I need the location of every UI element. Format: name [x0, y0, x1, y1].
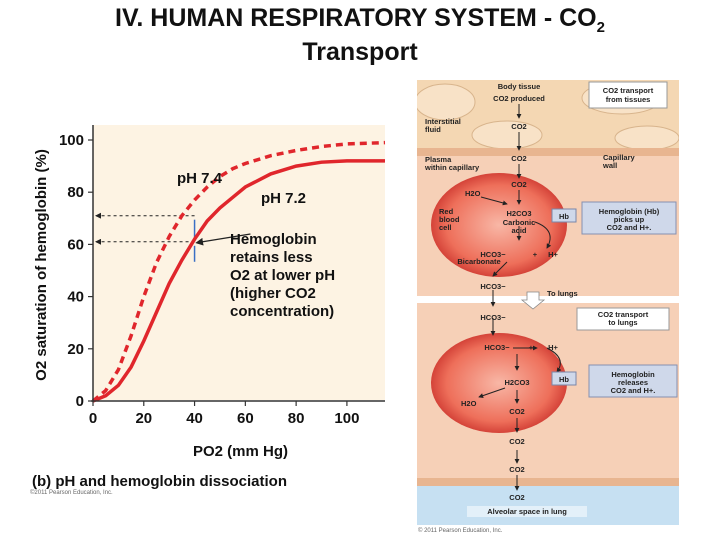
curve-ph72 — [92, 159, 385, 403]
co2-label: CO2 — [509, 465, 524, 474]
alveolar-area — [417, 486, 679, 525]
y-tick-label: 40 — [67, 289, 84, 306]
annotation-arrow — [195, 233, 251, 246]
red-blood-cell-upper — [431, 173, 567, 277]
callout-hb-releases: releases — [618, 378, 648, 387]
y-tick-label: 20 — [67, 341, 84, 358]
plus-label: + — [529, 343, 534, 352]
callout-transport-to-lungs: to lungs — [608, 318, 637, 327]
x-tick-label: 0 — [89, 410, 97, 427]
y-tick-label: 0 — [76, 393, 84, 410]
hb-label: Hb — [559, 212, 569, 221]
series-label-ph74: pH 7.4 — [177, 170, 223, 187]
y-tick-label: 60 — [67, 236, 84, 253]
y-axis-label: O2 saturation of hemoglobin (%) — [33, 149, 50, 381]
capillary-wall-bottom — [417, 478, 679, 486]
section-divider — [417, 296, 679, 303]
hb-box-lower — [551, 371, 577, 386]
co2-transport-diagram: Body tissue CO2 produced Interstitialfluid… — [417, 80, 679, 525]
diagram-copyright: © 2011 Pearson Education, Inc. — [418, 528, 503, 534]
annotation-line: retains less — [230, 249, 313, 266]
x-axis-label: PO2 (mm Hg) — [193, 443, 288, 460]
x-tick-label: 100 — [334, 410, 359, 427]
x-tick-label: 20 — [135, 410, 152, 427]
h-plus-label: H+ — [548, 250, 558, 259]
plot-background — [93, 125, 385, 400]
callout-transport-from-tissues: from tissues — [606, 95, 651, 104]
annotation-line: concentration) — [230, 303, 334, 320]
callout-box — [581, 201, 677, 235]
capillary-wall-top — [417, 148, 679, 156]
down-arrow-icon — [520, 291, 546, 310]
plasma-label: within capillary — [424, 163, 480, 172]
hco3-label: HCO3− — [484, 343, 510, 352]
bicarbonate-label: Bicarbonate — [457, 257, 500, 266]
red-blood-cell-label: Red — [439, 207, 454, 216]
plasma-label: Plasma — [425, 155, 452, 164]
curve-ph74 — [91, 140, 386, 403]
carbonic-acid-label: acid — [511, 226, 526, 235]
h2o-label: H2O — [465, 189, 481, 198]
x-tick-label: 40 — [186, 410, 203, 427]
co2-label: CO2 — [511, 180, 526, 189]
body-tissue-label: Body tissue — [498, 82, 541, 91]
page-title-line1: IV. HUMAN RESPIRATORY SYSTEM - CO2 — [115, 4, 605, 36]
annotation-line: (higher CO2 — [230, 285, 316, 302]
carbonic-acid-label: Carbonic — [503, 218, 536, 227]
x-tick-label: 80 — [288, 410, 305, 427]
hco3-label: HCO3− — [480, 250, 506, 259]
interstitial-fluid-label: fluid — [425, 125, 441, 134]
plus-label: + — [533, 250, 538, 259]
co2-produced-label: CO2 produced — [493, 94, 545, 103]
title-subscript: 2 — [596, 19, 605, 36]
y-tick-label: 80 — [67, 184, 84, 201]
chart-copyright: ©2011 Pearson Education, Inc. — [30, 490, 113, 496]
h2o-label: H2O — [461, 399, 477, 408]
chart-caption: (b) pH and hemoglobin dissociation — [32, 473, 287, 490]
red-blood-cell-lower — [431, 333, 567, 433]
annotation-line: Hemoglobin — [230, 231, 317, 248]
callout-box — [576, 307, 670, 331]
callout-hb-releases: Hemoglobin — [611, 370, 655, 379]
hb-label: Hb — [559, 375, 569, 384]
callout-transport-from-tissues: CO2 transport — [603, 86, 654, 95]
callout-box — [588, 81, 668, 109]
hco3-label: HCO3− — [480, 282, 506, 291]
callout-transport-to-lungs: CO2 transport — [598, 310, 649, 319]
co2-label: CO2 — [511, 122, 526, 131]
callout-hb-picks-up: CO2 and H+. — [607, 223, 652, 232]
series-label-ph72: pH 7.2 — [261, 190, 306, 207]
to-lungs-label: To lungs — [547, 289, 578, 298]
hco3-label: HCO3− — [480, 313, 506, 322]
co2-label: CO2 — [509, 437, 524, 446]
tissue-cell — [614, 125, 679, 151]
tissue-cell — [417, 83, 476, 121]
tissue-cell — [471, 120, 543, 150]
alveolar-label-bg — [467, 506, 587, 517]
callout-hb-picks-up: picks up — [614, 215, 645, 224]
y-tick-label: 100 — [59, 132, 84, 149]
callout-hb-releases: CO2 and H+. — [611, 386, 656, 395]
h-plus-label: H+ — [548, 343, 558, 352]
callout-hb-picks-up: Hemoglobin (Hb) — [599, 207, 660, 216]
page-title-line2: Transport — [302, 38, 418, 66]
interstitial-fluid-label: Interstitial — [425, 117, 461, 126]
red-blood-cell-label: cell — [439, 223, 452, 232]
co2-label: CO2 — [511, 154, 526, 163]
oxygen-dissociation-chart: 0 20 40 60 80 100 0 20 40 60 80 100 O2 saturation … — [32, 125, 386, 490]
capillary-wall-label: wall — [602, 161, 617, 170]
h2co3-label: H2CO3 — [506, 209, 531, 218]
x-tick-label: 60 — [237, 410, 254, 427]
alveolar-space-label: Alveolar space in lung — [487, 507, 567, 516]
h2co3-label: H2CO3 — [504, 378, 529, 387]
annotation-line: O2 at lower pH — [230, 267, 335, 284]
red-blood-cell-label: blood — [439, 215, 460, 224]
hb-box-upper — [551, 208, 577, 223]
co2-label: CO2 — [509, 493, 524, 502]
co2-label: CO2 — [509, 407, 524, 416]
capillary-wall-label: Capillary — [603, 153, 636, 162]
callout-box — [588, 364, 678, 398]
